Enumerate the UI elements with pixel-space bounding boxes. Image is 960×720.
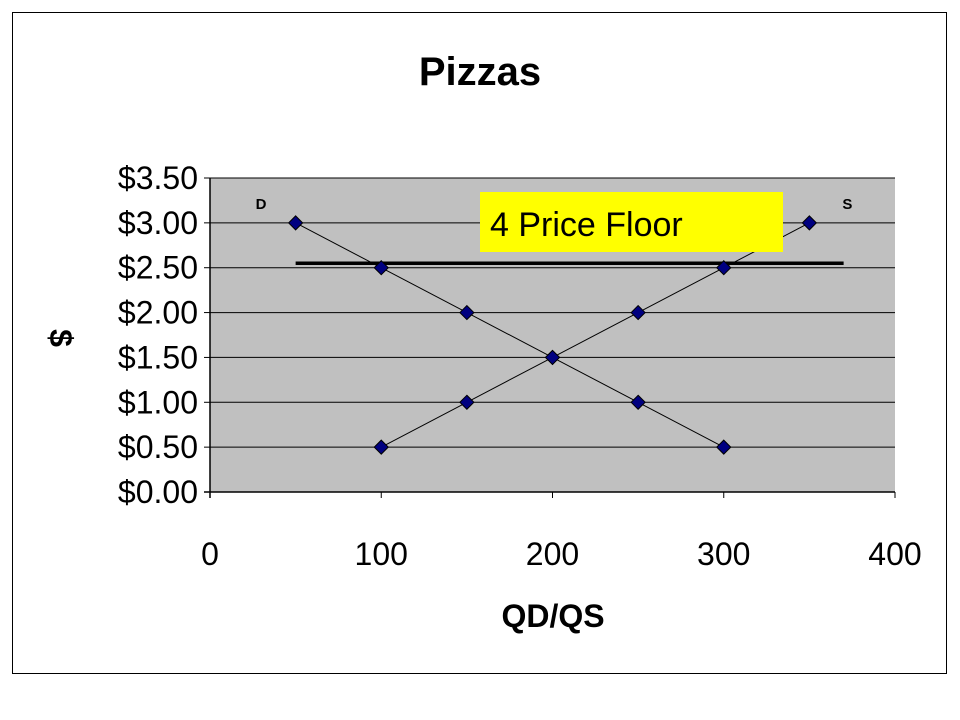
price-floor-annotation-box: [480, 192, 783, 252]
series-lines: [295, 222, 810, 448]
data-point-s-0: [373, 439, 389, 455]
x-tick-label-4: 400: [868, 536, 921, 572]
x-axis-ticks: 0 100 200 300 400: [201, 492, 922, 572]
series-line-s: [381, 222, 810, 448]
chart-title: Pizzas: [419, 50, 541, 94]
x-tick-label-0: 0: [201, 536, 219, 572]
y-tick-label-4: $2.00: [118, 295, 198, 331]
y-tick-label-1: $0.50: [118, 429, 198, 465]
data-point-s-3: [630, 304, 646, 321]
y-tick-label-3: $1.50: [118, 339, 198, 375]
axes: [204, 178, 895, 498]
series-label-s: S: [842, 196, 852, 213]
data-point-d-5: [716, 439, 732, 455]
data-point-d-0: [287, 215, 304, 231]
y-tick-label-2: $1.00: [118, 384, 198, 420]
x-tick-label-1: 100: [355, 536, 408, 572]
data-point-s-1: [459, 394, 475, 410]
data-point-d-1: [373, 260, 389, 276]
data-point-d-2: [459, 304, 475, 321]
x-tick-label-3: 300: [697, 536, 750, 572]
series-line-d: [295, 222, 724, 448]
y-tick-label-7: $3.50: [118, 160, 198, 196]
x-tick-label-2: 200: [526, 536, 579, 572]
price-floor-annotation-text: 4 Price Floor: [490, 206, 683, 244]
data-point-s-2: [544, 349, 561, 366]
data-point-s-4: [716, 260, 732, 276]
annotation-layer: 4 Price Floor: [480, 192, 783, 252]
y-axis-title: $: [43, 329, 79, 347]
x-axis-title: QD/QS: [501, 598, 604, 634]
series-label-d: D: [256, 196, 267, 213]
markers: [287, 215, 818, 455]
y-axis-ticks: $0.00 $0.50 $1.00 $1.50 $2.00 $2.50 $3.00 $3.50: [118, 160, 210, 510]
data-point-s-5: [801, 215, 818, 231]
y-tick-label-0: $0.00: [118, 474, 198, 510]
data-point-d-4: [630, 394, 646, 410]
y-tick-label-5: $2.50: [118, 250, 198, 286]
y-tick-label-6: $3.00: [118, 205, 198, 241]
